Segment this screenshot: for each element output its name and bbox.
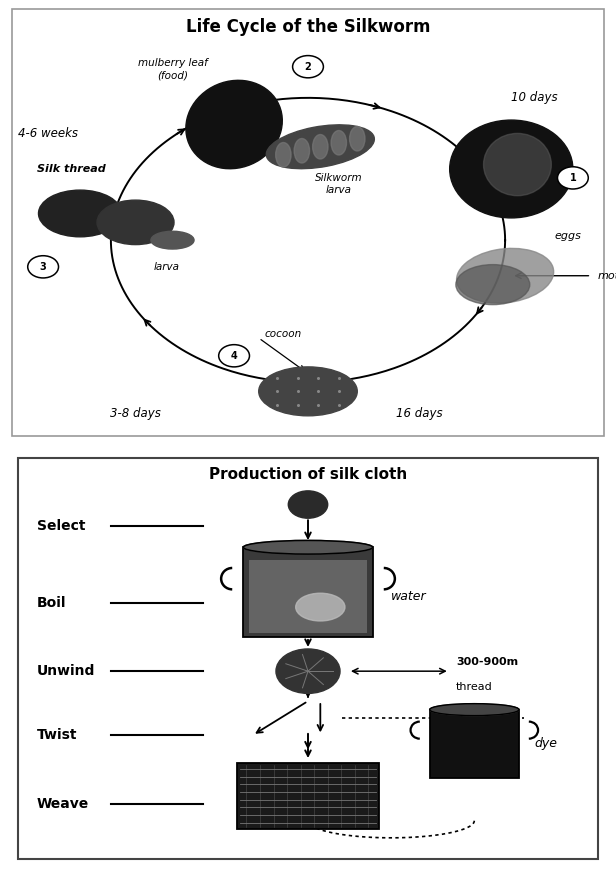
Text: Unwind: Unwind <box>37 664 95 678</box>
Ellipse shape <box>313 134 328 159</box>
Text: Silk thread: Silk thread <box>37 164 106 174</box>
Text: 4-6 weeks: 4-6 weeks <box>18 127 78 140</box>
Text: 3: 3 <box>40 262 46 272</box>
Text: eggs: eggs <box>554 231 582 241</box>
FancyBboxPatch shape <box>430 710 519 778</box>
Circle shape <box>219 344 249 367</box>
Text: cocoon: cocoon <box>265 329 302 338</box>
Text: larva: larva <box>153 262 179 272</box>
Text: Weave: Weave <box>37 797 89 811</box>
FancyBboxPatch shape <box>237 763 379 829</box>
Ellipse shape <box>38 190 122 237</box>
Text: water: water <box>391 590 427 603</box>
Text: thread: thread <box>456 682 493 691</box>
Ellipse shape <box>276 142 291 167</box>
Ellipse shape <box>450 120 573 218</box>
Text: 1: 1 <box>570 173 576 183</box>
FancyBboxPatch shape <box>12 9 604 436</box>
Ellipse shape <box>151 231 194 249</box>
Text: Select: Select <box>37 519 86 533</box>
FancyBboxPatch shape <box>243 548 373 637</box>
Text: 16 days: 16 days <box>395 407 442 420</box>
Ellipse shape <box>97 201 174 244</box>
Text: Boil: Boil <box>37 596 67 610</box>
Ellipse shape <box>186 80 282 168</box>
FancyBboxPatch shape <box>18 458 598 859</box>
Circle shape <box>28 255 59 278</box>
Circle shape <box>293 56 323 78</box>
FancyBboxPatch shape <box>249 560 367 633</box>
Text: 2: 2 <box>305 62 311 72</box>
Circle shape <box>288 491 328 518</box>
Circle shape <box>557 167 588 189</box>
Text: 10 days: 10 days <box>511 92 558 105</box>
Ellipse shape <box>456 264 530 304</box>
Ellipse shape <box>484 133 551 195</box>
Text: Life Cycle of the Silkworm: Life Cycle of the Silkworm <box>186 17 430 36</box>
Ellipse shape <box>294 139 309 163</box>
Ellipse shape <box>456 249 554 303</box>
Ellipse shape <box>259 367 357 416</box>
Circle shape <box>276 649 340 693</box>
Ellipse shape <box>296 593 345 621</box>
Text: Silkworm
larva: Silkworm larva <box>315 174 363 195</box>
Text: moth: moth <box>598 270 616 281</box>
Ellipse shape <box>243 541 373 554</box>
Text: mulberry leaf
(food): mulberry leaf (food) <box>137 58 208 80</box>
Text: 3-8 days: 3-8 days <box>110 407 161 420</box>
Text: 4: 4 <box>231 351 237 361</box>
Ellipse shape <box>266 125 375 168</box>
Text: Twist: Twist <box>37 728 78 742</box>
Text: Production of silk cloth: Production of silk cloth <box>209 467 407 482</box>
Ellipse shape <box>331 131 346 155</box>
Text: 300-900m: 300-900m <box>456 657 518 667</box>
Text: dye: dye <box>535 738 557 750</box>
Ellipse shape <box>430 704 519 716</box>
Ellipse shape <box>350 126 365 151</box>
